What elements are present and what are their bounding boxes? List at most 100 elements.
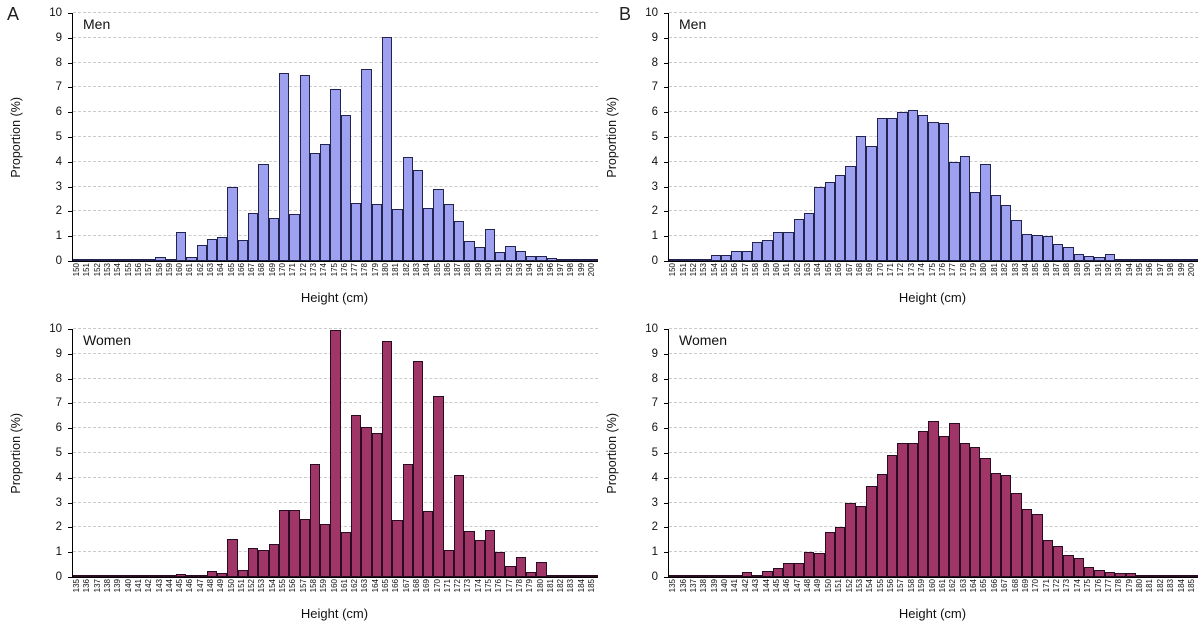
y-tick-mark <box>68 211 72 213</box>
x-tick-label: 166 <box>236 263 246 277</box>
x-tick-label: 182 <box>1155 579 1165 593</box>
x-tick-label: 160 <box>175 263 185 277</box>
x-tick-label: 197 <box>1155 263 1165 277</box>
x-tick-label: 190 <box>484 263 494 277</box>
bar-178 <box>959 155 970 261</box>
bar-155 <box>278 510 290 577</box>
x-tick-label: 173 <box>463 579 473 593</box>
bar-135 <box>669 575 680 577</box>
x-tick-label: 170 <box>432 579 442 593</box>
x-tick-label: 193 <box>1114 263 1124 277</box>
x-tick-label: 170 <box>875 263 885 277</box>
x-tick-label: 182 <box>401 263 411 277</box>
x-tick-label: 136 <box>82 579 92 593</box>
y-tick-label: 10 <box>645 323 658 335</box>
x-tick-label: 164 <box>216 263 226 277</box>
bar-141 <box>731 575 742 577</box>
bar-140 <box>124 575 135 577</box>
bar-158 <box>752 242 763 261</box>
x-tick-label: 152 <box>688 263 698 277</box>
y-tick-mark <box>664 37 668 39</box>
bar-150 <box>73 259 84 261</box>
y-tick-label: 10 <box>49 323 62 335</box>
bar-172 <box>1052 546 1064 577</box>
bar-175 <box>928 122 939 261</box>
y-tick-mark <box>664 527 668 529</box>
x-tick-label: 152 <box>92 263 102 277</box>
bar-191 <box>495 252 506 261</box>
bar-159 <box>762 239 773 261</box>
bars <box>73 13 599 261</box>
y-tick-label: 0 <box>55 571 62 583</box>
x-axis-ticks: 135 136 137 138 139 140 141 142 143 144 145 146 147 1… <box>668 577 1197 607</box>
x-tick-label: 151 <box>82 263 92 277</box>
bar-163 <box>959 443 970 577</box>
bar-184 <box>577 575 588 577</box>
x-tick-label: 170 <box>1031 579 1041 593</box>
x-tick-label: 184 <box>1176 579 1186 593</box>
bar-173 <box>907 109 918 261</box>
y-tick-mark <box>664 186 668 188</box>
x-tick-label: 175 <box>1083 579 1093 593</box>
x-tick-label: 149 <box>813 579 823 593</box>
bar-156 <box>134 258 146 261</box>
y-tick-label: 7 <box>651 397 658 410</box>
x-tick-label: 187 <box>453 263 463 277</box>
x-tick-label: 180 <box>1135 579 1145 593</box>
x-tick-label: 186 <box>442 263 452 277</box>
bar-152 <box>689 258 701 261</box>
x-tick-label: 174 <box>319 263 329 277</box>
bar-180 <box>381 36 393 261</box>
y-tick-label: 9 <box>651 31 658 44</box>
bar-174 <box>474 539 485 577</box>
y-axis-title: Proportion (%) <box>605 96 619 178</box>
x-axis-ticks: 135 136 137 138 139 140 141 142 143 144 145 146 147 1… <box>72 577 597 607</box>
x-tick-label: 184 <box>422 263 432 277</box>
y-tick-label: 2 <box>55 521 62 534</box>
x-tick-label: 194 <box>1124 263 1134 277</box>
x-tick-label: 159 <box>917 579 927 593</box>
x-tick-label: 200 <box>1186 263 1196 277</box>
bar-186 <box>443 203 454 261</box>
x-axis-title: Height (cm) <box>898 606 967 621</box>
bar-139 <box>114 575 125 577</box>
bar-199 <box>1177 259 1188 261</box>
bar-140 <box>720 575 732 577</box>
bar-162 <box>793 218 804 261</box>
bar-177 <box>351 202 362 261</box>
bar-181 <box>392 208 403 261</box>
bar-200 <box>587 259 599 261</box>
bar-146 <box>783 563 794 577</box>
y-tick-mark <box>664 13 668 14</box>
bar-178 <box>515 557 527 577</box>
x-tick-label: 139 <box>113 579 123 593</box>
x-tick-label: 183 <box>1010 263 1020 277</box>
bar-178 <box>361 68 372 261</box>
bar-180 <box>536 562 547 577</box>
x-tick-label: 153 <box>257 579 267 593</box>
x-tick-label: 135 <box>72 579 82 593</box>
bar-142 <box>145 575 156 577</box>
y-tick-label: 8 <box>651 372 658 385</box>
bar-171 <box>886 118 898 261</box>
y-tick-label: 0 <box>55 255 62 267</box>
x-tick-label: 161 <box>782 263 792 277</box>
x-tick-label: 141 <box>133 579 143 593</box>
series-label: Men <box>83 16 111 32</box>
y-tick-label: 7 <box>651 81 658 94</box>
x-tick-label: 144 <box>761 579 771 593</box>
plot-area: Women <box>668 328 1199 578</box>
x-tick-label: 163 <box>958 579 968 593</box>
y-tick-label: 7 <box>55 397 62 410</box>
x-tick-label: 159 <box>164 263 174 277</box>
y-tick-label: 2 <box>651 205 658 218</box>
bar-167 <box>248 212 259 261</box>
gridline <box>669 12 1198 13</box>
bar-156 <box>289 510 300 577</box>
bar-179 <box>969 191 981 261</box>
bar-157 <box>741 251 752 261</box>
bar-150 <box>227 538 238 577</box>
bar-165 <box>980 457 991 577</box>
bar-192 <box>505 246 516 261</box>
bar-183 <box>567 574 578 577</box>
